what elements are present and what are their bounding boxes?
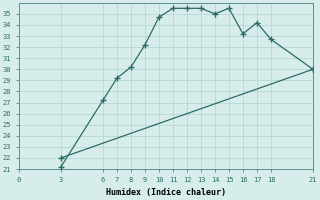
X-axis label: Humidex (Indice chaleur): Humidex (Indice chaleur) xyxy=(106,188,226,197)
